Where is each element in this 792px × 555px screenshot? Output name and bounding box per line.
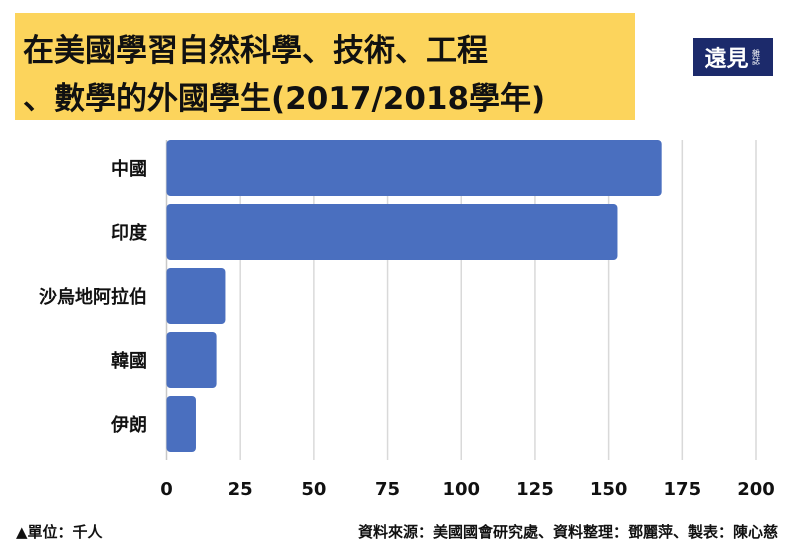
category-label: 印度: [111, 222, 148, 244]
title-line-2: 、數學的外國學生(2017/2018學年): [23, 81, 546, 117]
brand-logo: 遠見 雜誌: [693, 38, 773, 76]
title-box: 在美國學習自然科學、技術、工程 、數學的外國學生(2017/2018學年): [15, 13, 635, 120]
x-tick-label: 50: [301, 479, 326, 500]
x-tick-label: 100: [442, 479, 480, 500]
x-tick-label: 150: [590, 479, 628, 500]
category-label: 沙烏地阿拉伯: [39, 286, 147, 308]
bar-0: [166, 140, 662, 196]
x-tick-label: 175: [664, 479, 702, 500]
x-tick-label: 125: [516, 479, 554, 500]
x-tick-label: 200: [737, 479, 775, 500]
title-line-1: 在美國學習自然科學、技術、工程: [23, 33, 488, 69]
bar-4: [166, 396, 196, 452]
x-tick-label: 75: [375, 479, 400, 500]
bar-1: [166, 204, 618, 260]
category-label: 伊朗: [110, 414, 147, 436]
bar-3: [166, 332, 217, 388]
unit-note: ▲單位：千人: [16, 523, 103, 541]
source-note: 資料來源：美國國會研究處、資料整理：鄧麗萍、製表：陳心慈: [357, 523, 778, 541]
logo-main: 遠見: [704, 46, 749, 72]
bar-2: [166, 268, 226, 324]
x-tick-label: 0: [160, 479, 173, 500]
category-label: 韓國: [111, 350, 147, 372]
category-label: 中國: [111, 158, 147, 180]
logo-sub: 雜誌: [751, 49, 761, 65]
x-tick-label: 25: [228, 479, 253, 500]
